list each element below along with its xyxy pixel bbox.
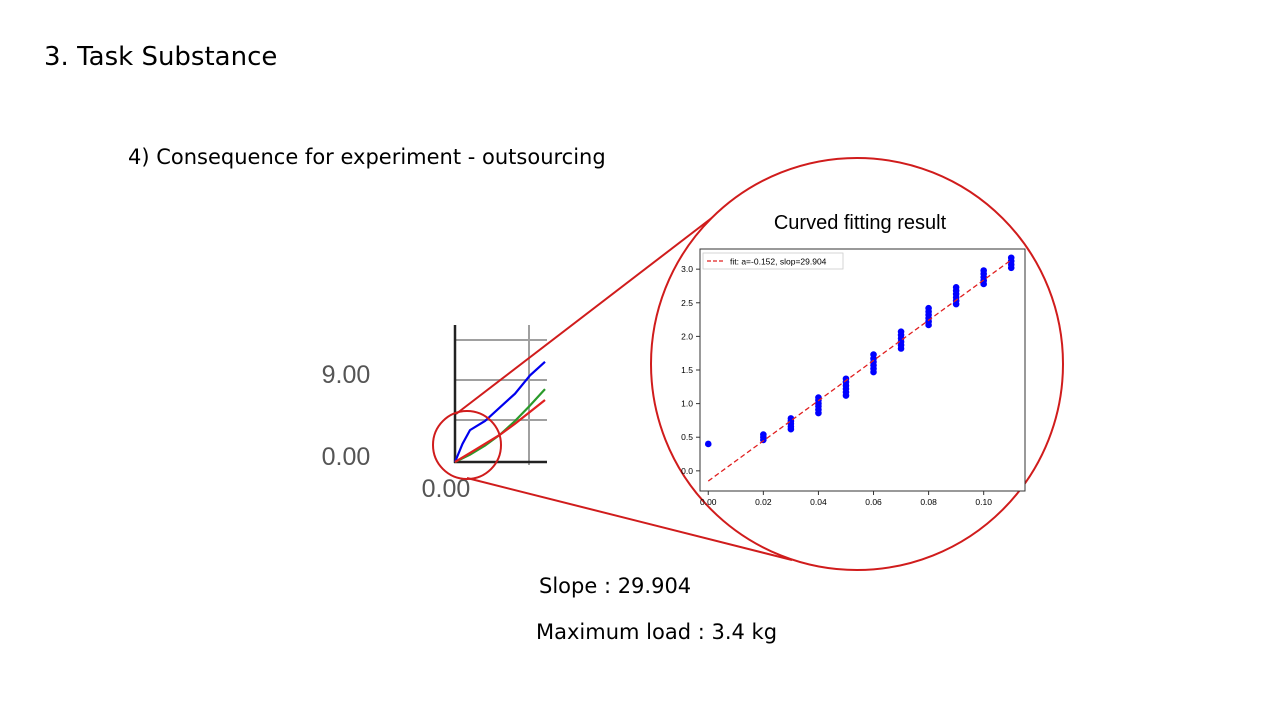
original-ytick-label-0: 9.00 [322, 361, 371, 389]
callout-line-bottom [466, 477, 793, 561]
fit-xtick-label-4: 0.08 [920, 497, 937, 507]
small-highlight-circle [432, 410, 502, 480]
fit-point-1-2 [760, 431, 767, 438]
max-load-result: Maximum load : 3.4 kg [536, 620, 778, 644]
fit-point-6-5 [897, 328, 905, 335]
fit-point-4-5 [842, 375, 850, 383]
fit-legend-label: fit: a=-0.152, slop=29.904 [730, 257, 827, 267]
fit-point-5-5 [870, 351, 877, 358]
fit-xtick-label-3: 0.06 [865, 497, 882, 507]
fit-point-8-5 [952, 284, 960, 291]
original-chart: 9.00 0.00 0.00 [322, 325, 547, 503]
fit-ytick-label-6: 3.0 [681, 264, 693, 274]
fit-xtick-label-0: 0.00 [700, 497, 717, 507]
fit-ytick-label-3: 1.5 [681, 365, 693, 375]
fit-ytick-label-4: 2.0 [681, 331, 693, 341]
slope-result: Slope : 29.904 [539, 574, 692, 598]
fit-line [707, 259, 1012, 482]
fit-point-9-4 [980, 267, 987, 274]
slide-subtitle: 4) Consequence for experiment - outsourc… [128, 145, 606, 169]
fit-point-7-5 [925, 304, 932, 312]
fit-point-10-3 [1007, 254, 1015, 262]
slide-title: 3. Task Substance [44, 42, 278, 72]
original-ytick-label-1: 0.00 [322, 443, 371, 471]
fit-ytick-label-1: 0.5 [681, 432, 693, 442]
fit-chart-points [704, 254, 1015, 448]
fit-chart-title: Curved fitting result [774, 212, 947, 234]
fit-legend: fit: a=-0.152, slop=29.904 [702, 252, 844, 270]
fit-ytick-label-5: 2.5 [681, 298, 693, 308]
fit-chart-plot-area [699, 248, 1026, 492]
callout-line-top [455, 216, 714, 415]
original-chart-grid [453, 325, 547, 465]
fit-point-0-0 [704, 440, 712, 448]
fit-xtick-label-1: 0.02 [755, 497, 772, 507]
fit-ytick-label-0: 0.0 [681, 466, 693, 476]
fit-xtick-label-5: 0.10 [975, 497, 992, 507]
fit-chart: Curved fitting result 0.00 0.02 0.04 0.06 0.… [681, 212, 1026, 507]
original-series-blue [453, 360, 546, 463]
fit-legend-box [702, 252, 844, 270]
fit-chart-ticks: 0.00 0.02 0.04 0.06 0.08 0.10 0.0 0.5 1.0 1.5 2.0 2… [681, 264, 992, 507]
fit-ytick-label-2: 1.0 [681, 399, 693, 409]
fit-xtick-label-2: 0.04 [810, 497, 827, 507]
